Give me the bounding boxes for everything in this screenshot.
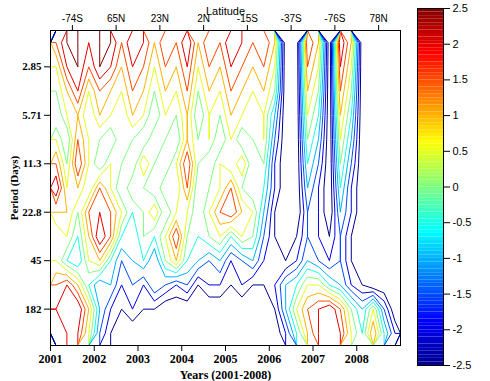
svg-text:Period (Days): Period (Days) bbox=[8, 155, 21, 220]
svg-text:-37S: -37S bbox=[281, 13, 302, 24]
svg-text:5.71: 5.71 bbox=[22, 109, 41, 121]
svg-text:2: 2 bbox=[453, 38, 459, 50]
svg-text:2007: 2007 bbox=[301, 352, 325, 366]
svg-text:65N: 65N bbox=[107, 13, 125, 24]
svg-text:-2.5: -2.5 bbox=[453, 359, 472, 371]
svg-text:-2: -2 bbox=[453, 323, 463, 335]
svg-text:0.5: 0.5 bbox=[453, 145, 468, 157]
svg-text:22.8: 22.8 bbox=[22, 206, 42, 218]
svg-text:45: 45 bbox=[31, 254, 43, 266]
svg-text:2.5: 2.5 bbox=[453, 2, 468, 14]
svg-text:-1.5: -1.5 bbox=[453, 288, 472, 300]
svg-text:-76S: -76S bbox=[324, 13, 345, 24]
svg-text:Years (2001-2008): Years (2001-2008) bbox=[180, 368, 272, 381]
svg-text:2008: 2008 bbox=[345, 352, 369, 366]
svg-text:-1: -1 bbox=[453, 252, 463, 264]
svg-text:-0.5: -0.5 bbox=[453, 216, 472, 228]
svg-text:23N: 23N bbox=[151, 13, 169, 24]
svg-text:-74S: -74S bbox=[62, 13, 83, 24]
svg-text:2N: 2N bbox=[197, 12, 210, 24]
svg-text:2001: 2001 bbox=[39, 352, 63, 366]
svg-text:2002: 2002 bbox=[82, 352, 106, 366]
svg-text:-15S: -15S bbox=[236, 12, 258, 24]
svg-text:182: 182 bbox=[25, 303, 42, 315]
svg-text:11.3: 11.3 bbox=[23, 157, 42, 169]
svg-text:1: 1 bbox=[453, 109, 459, 121]
svg-text:Latitude: Latitude bbox=[206, 5, 245, 17]
svg-text:0: 0 bbox=[453, 181, 459, 193]
svg-text:1.5: 1.5 bbox=[453, 73, 468, 85]
svg-text:2.85: 2.85 bbox=[22, 60, 42, 72]
svg-text:2003: 2003 bbox=[126, 352, 150, 366]
svg-text:78N: 78N bbox=[369, 13, 387, 24]
svg-text:2006: 2006 bbox=[257, 352, 281, 366]
svg-text:2004: 2004 bbox=[170, 352, 194, 366]
svg-text:2005: 2005 bbox=[214, 352, 238, 366]
